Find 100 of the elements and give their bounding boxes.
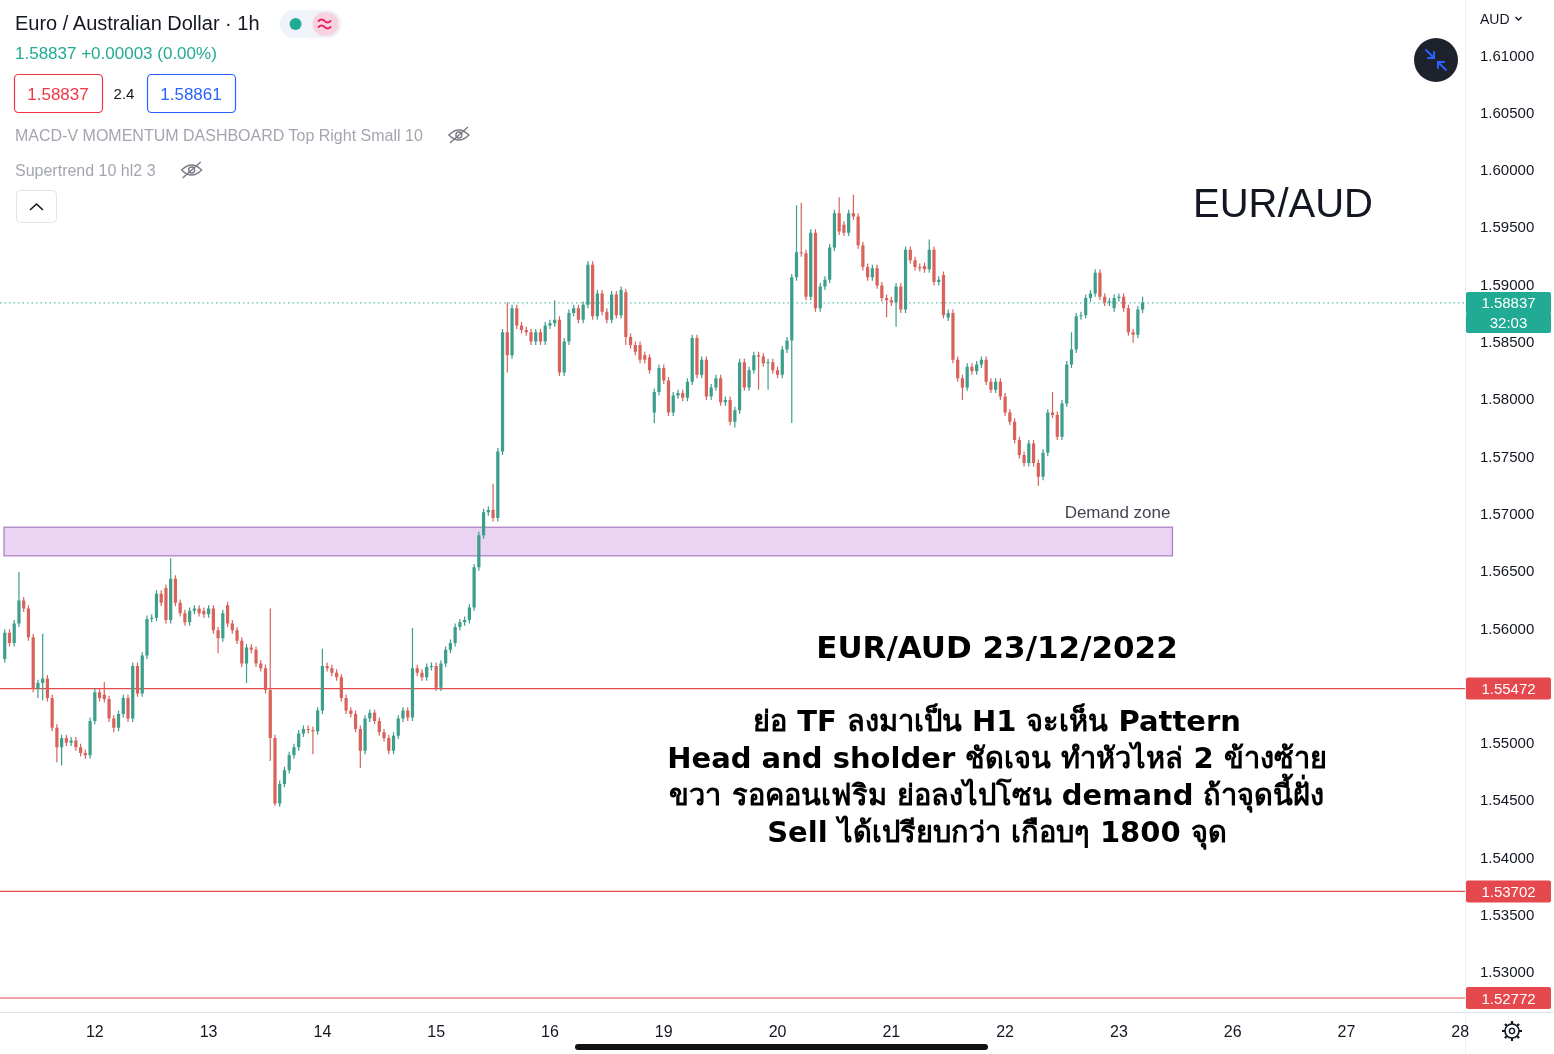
y-tick-label: 1.55000 (1480, 734, 1535, 752)
candlestick (619, 286, 623, 319)
candlestick (1041, 449, 1045, 481)
candlestick (36, 679, 40, 698)
y-tick-label: 1.58500 (1480, 333, 1535, 351)
y-tick-label: 1.54500 (1480, 791, 1535, 809)
candlestick (145, 615, 149, 659)
y-tick-label: 1.56000 (1480, 619, 1535, 637)
candlestick (235, 626, 239, 645)
candlestick (586, 261, 590, 309)
candlestick (311, 726, 315, 755)
candlestick (714, 374, 718, 391)
x-tick-label: 23 (1110, 1023, 1128, 1040)
x-tick-label: 22 (996, 1023, 1015, 1040)
candlestick (382, 728, 386, 742)
candlestick (1107, 297, 1112, 307)
annotation: ย่อ TF ลงมาเป็น H1 จะเห็น Pattern Head and sholder ชัดเจน ทำหัวไหล่ 2 ข้างซ้าย ขวา รอคอนเฟริม ย่อลงไปโซน demand ถ้าจุดนี้ฝั่ง Sell ได้เปรียบกว่า เกือบๆ 1800 จุด (667, 703, 1327, 850)
candlestick (107, 695, 111, 723)
band-label: Demand zone (1064, 503, 1171, 523)
y-tick-label: 1.59000 (1480, 275, 1535, 293)
candlestick (932, 246, 936, 286)
ref-line-label: 1.53702 (1481, 882, 1536, 900)
text: 1.58837 +0.00003 (0.00%) (15, 44, 217, 63)
x-tick-label: 21 (882, 1023, 901, 1040)
x-tick-label: 16 (541, 1023, 559, 1040)
candlestick (567, 309, 571, 345)
candlestick (913, 256, 917, 271)
candlestick (273, 734, 277, 806)
y-tick-label: 1.57000 (1480, 504, 1535, 522)
y-tick-label: 1.54000 (1480, 848, 1535, 866)
candlestick (88, 717, 92, 759)
candlestick (126, 694, 130, 723)
candlestick (401, 707, 405, 723)
candlestick (1022, 451, 1026, 467)
candlestick (1060, 399, 1064, 441)
candlestick (695, 334, 699, 379)
price-label: 1.52772 (1466, 987, 1551, 1009)
candlestick (164, 584, 168, 624)
candlestick (254, 646, 258, 668)
x-tick-label: 15 (427, 1023, 446, 1040)
x-tick-label: 20 (768, 1023, 787, 1040)
candlestick (344, 694, 348, 715)
y-tick-label: 1.59500 (1480, 218, 1535, 236)
x-tick-label: 27 (1337, 1023, 1356, 1040)
annotation: EUR/AUD 23/12/2022 (816, 629, 1178, 665)
y-tick-label: 1.53500 (1480, 906, 1535, 924)
x-tick-label: 14 (313, 1023, 332, 1040)
candlestick (183, 609, 187, 626)
y-tick-label: 1.58000 (1480, 390, 1535, 408)
candlestick (894, 283, 898, 327)
candlestick (439, 660, 443, 692)
annotation: 1.58837 (27, 85, 89, 104)
y-tick-label: 1.57500 (1480, 447, 1535, 465)
price-label: 1.55472 (1466, 677, 1551, 700)
candlestick (1098, 269, 1102, 301)
x-tick-label: 12 (85, 1023, 104, 1040)
candlestick (676, 389, 680, 399)
annotation: 1.58861 (160, 85, 222, 104)
x-tick-label: 26 (1223, 1023, 1242, 1040)
text: Euro / Australian Dollar · 1h (15, 12, 260, 34)
annotation: MACD-V MOMENTUM DASHBOARD Top Right Small 10 (15, 127, 423, 144)
candlestick (951, 309, 955, 364)
text: AUD (1480, 11, 1510, 27)
y-tick-label: 1.53000 (1480, 963, 1535, 981)
candlestick (766, 358, 770, 390)
candlestick (529, 328, 533, 345)
candlestick (510, 304, 514, 359)
candlestick (638, 341, 642, 364)
candlestick (292, 743, 296, 759)
x-tick-label: 19 (654, 1023, 673, 1040)
candlestick (17, 571, 21, 627)
ref-line-label: 1.58837 (1481, 294, 1536, 312)
candlestick (823, 276, 827, 290)
x-tick-label: 13 (199, 1023, 218, 1040)
candlestick (363, 715, 367, 755)
ref-line-label: 1.52772 (1481, 989, 1536, 1007)
annotation: 2.4 (113, 85, 135, 102)
y-tick-label: 1.60500 (1480, 103, 1535, 121)
candlestick (491, 483, 495, 522)
candlestick (747, 366, 751, 391)
candlestick (970, 363, 974, 375)
candlestick (472, 563, 476, 611)
candlestick (420, 669, 424, 681)
band: Demand zone (3, 503, 1174, 557)
candlestick (216, 626, 220, 654)
candlestick (657, 364, 661, 396)
y-tick-label: 1.56500 (1480, 562, 1535, 580)
candlestick (804, 249, 808, 301)
text: 32:03 (1489, 314, 1528, 331)
annotation: Supertrend 10 hl2 3 (15, 162, 156, 179)
ref-line-label: 1.55472 (1481, 680, 1536, 698)
y-tick-label: 1.60000 (1480, 161, 1535, 179)
x-tick-label: 28 (1451, 1023, 1470, 1040)
candlestick (1079, 311, 1083, 320)
price-label: 1.58837 (1466, 291, 1551, 314)
annotation: EUR/AUD (1192, 181, 1374, 225)
candlestick (548, 319, 552, 329)
candlestick (785, 336, 789, 353)
y-tick-label: 1.61000 (1480, 46, 1535, 64)
price-label: 1.53702 (1466, 880, 1551, 903)
